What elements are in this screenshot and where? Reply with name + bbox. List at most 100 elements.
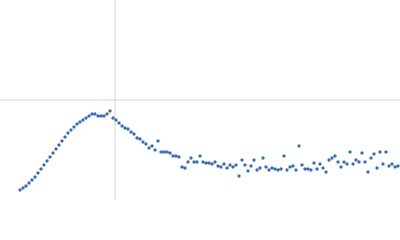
point [300, 163, 304, 167]
point [369, 156, 373, 160]
point [390, 162, 394, 166]
point [27, 181, 31, 185]
point [294, 168, 298, 172]
point [174, 154, 178, 158]
point [381, 162, 385, 166]
point [96, 114, 100, 118]
point [33, 175, 37, 179]
point [117, 121, 121, 125]
point [393, 165, 397, 169]
point [327, 158, 331, 162]
point [366, 170, 370, 174]
point [48, 155, 52, 159]
point [195, 160, 199, 164]
point [384, 150, 388, 154]
point [216, 164, 220, 168]
point [126, 127, 130, 131]
point [396, 164, 400, 168]
page: (() => { const data = JSON.parse(documen… [0, 0, 400, 200]
point [270, 166, 274, 170]
point [237, 174, 241, 178]
point [249, 164, 253, 168]
point [267, 168, 271, 172]
point [168, 151, 172, 155]
point [114, 118, 118, 122]
point [108, 109, 112, 113]
point [243, 163, 247, 167]
point [90, 112, 94, 116]
point [288, 165, 292, 169]
point [21, 186, 25, 190]
point [147, 146, 151, 150]
point [42, 163, 46, 167]
point [39, 167, 43, 171]
point [306, 167, 310, 171]
point [159, 150, 163, 154]
point [342, 160, 346, 164]
point [375, 166, 379, 170]
point [222, 162, 226, 166]
point [18, 188, 22, 192]
point [186, 160, 190, 164]
point [60, 139, 64, 143]
point [252, 158, 256, 162]
point [213, 160, 217, 164]
point [72, 125, 76, 129]
point [132, 132, 136, 136]
point [297, 144, 301, 148]
point [312, 161, 316, 165]
point [81, 118, 85, 122]
point [309, 168, 313, 172]
point [372, 152, 376, 156]
point [45, 159, 49, 163]
point [360, 151, 364, 155]
point [255, 168, 259, 172]
point [318, 162, 322, 166]
point [246, 169, 250, 173]
point [264, 165, 268, 169]
point [231, 165, 235, 169]
chart [0, 0, 400, 200]
point [201, 160, 205, 164]
point [324, 170, 328, 174]
point [105, 112, 109, 116]
point [150, 144, 154, 148]
point [24, 184, 28, 188]
point [321, 166, 325, 170]
point [273, 167, 277, 171]
point [279, 167, 283, 171]
point [123, 126, 127, 130]
point [144, 142, 148, 146]
point [330, 156, 334, 160]
point [276, 168, 280, 172]
point [93, 112, 97, 116]
point [189, 156, 193, 160]
point [36, 171, 40, 175]
point [228, 163, 232, 167]
point [210, 162, 214, 166]
point [171, 154, 175, 158]
point [291, 164, 295, 168]
point [63, 135, 67, 139]
point [102, 114, 106, 118]
point [204, 161, 208, 165]
point [207, 161, 211, 165]
point [141, 140, 145, 144]
point [57, 143, 61, 147]
point [87, 114, 91, 118]
point [192, 160, 196, 164]
point [351, 162, 355, 166]
point [261, 156, 265, 160]
point [84, 116, 88, 120]
point [333, 154, 337, 158]
point [162, 150, 166, 154]
point [75, 122, 79, 126]
point [315, 167, 319, 171]
point [69, 128, 73, 132]
point [66, 131, 70, 135]
point [111, 116, 115, 120]
point [180, 165, 184, 169]
point [234, 163, 238, 167]
point [258, 166, 262, 170]
point [282, 154, 286, 158]
